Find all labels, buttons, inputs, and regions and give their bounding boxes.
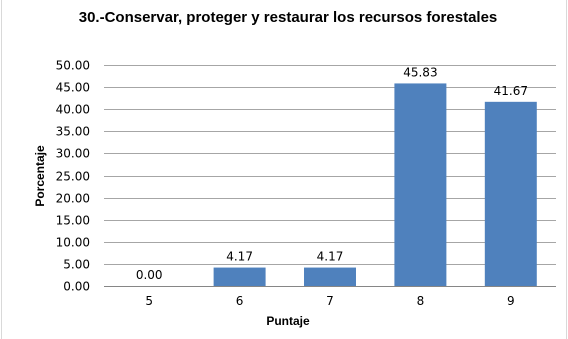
chart-title: 30.-Conservar, proteger y restaurar los … bbox=[79, 9, 498, 26]
x-tick-labels: 5 6 7 8 9 bbox=[145, 294, 514, 308]
x-tick-label: 6 bbox=[236, 294, 244, 308]
bars bbox=[213, 83, 537, 286]
y-tick-label: 15.00 bbox=[56, 214, 90, 228]
bar bbox=[213, 267, 266, 286]
y-tick-label: 35.00 bbox=[56, 125, 90, 139]
y-tick-labels: 0.00 5.00 10.00 15.00 20.00 25.00 30.00 35.00 40… bbox=[56, 59, 90, 294]
y-tick-label: 50.00 bbox=[56, 59, 90, 73]
frame-edge-right bbox=[566, 0, 567, 339]
y-axis-title: Porcentaje bbox=[33, 145, 47, 207]
y-tick-label: 0.00 bbox=[63, 280, 90, 294]
x-tick-label: 8 bbox=[417, 294, 425, 308]
x-axis-title: Puntaje bbox=[266, 314, 310, 328]
bar bbox=[484, 101, 537, 286]
y-tick-label: 25.00 bbox=[56, 170, 90, 184]
gridlines bbox=[104, 65, 556, 287]
x-tick-label: 5 bbox=[145, 294, 153, 308]
data-label: 4.17 bbox=[226, 250, 253, 264]
y-tick-label: 10.00 bbox=[56, 236, 90, 250]
bar bbox=[304, 267, 356, 286]
bar bbox=[394, 83, 447, 286]
x-tick-label: 7 bbox=[326, 294, 334, 308]
y-tick-label: 45.00 bbox=[56, 81, 90, 95]
data-label: 4.17 bbox=[317, 250, 344, 264]
data-labels: 0.00 4.17 4.17 45.83 41.67 bbox=[136, 65, 528, 282]
data-label: 41.67 bbox=[494, 84, 528, 98]
y-tick-label: 5.00 bbox=[63, 258, 90, 272]
data-label: 0.00 bbox=[136, 268, 163, 282]
y-tick-label: 40.00 bbox=[56, 103, 90, 117]
x-tick-label: 9 bbox=[507, 294, 515, 308]
frame-edge-left bbox=[1, 0, 2, 339]
data-label: 45.83 bbox=[403, 65, 437, 79]
y-tick-label: 20.00 bbox=[56, 192, 90, 206]
y-tick-label: 30.00 bbox=[56, 147, 90, 161]
